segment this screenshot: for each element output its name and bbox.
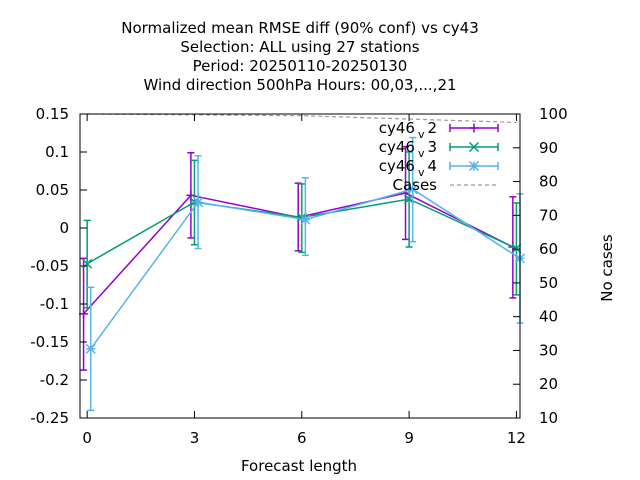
y2-tick-label: 100 (539, 105, 568, 123)
x-axis-label: Forecast length (241, 457, 357, 475)
point-marker-d2 (82, 258, 93, 269)
title-line-3: Period: 20250110-20250130 (193, 57, 408, 75)
plot-frame (79, 113, 521, 419)
y2-tick-label: 60 (539, 240, 558, 258)
title-line-2: Selection: ALL using 27 stations (180, 38, 419, 56)
axes-layer: -0.25-0.2-0.15-0.1-0.0500.050.10.1510203… (30, 105, 567, 447)
point-marker-d2 (407, 184, 418, 195)
point-marker-d2 (468, 141, 480, 153)
x-tick-label: 0 (82, 429, 92, 447)
y-tick-label: -0.1 (40, 295, 69, 313)
x-tick-label: 9 (404, 429, 414, 447)
point-marker-d2 (193, 197, 204, 208)
series-2 (82, 151, 522, 309)
x-tick-label: 6 (297, 429, 307, 447)
series-layer (79, 136, 526, 412)
y-tick-label: 0 (59, 219, 69, 237)
point-marker-d2 (468, 160, 480, 172)
y-tick-label: 0.05 (36, 181, 69, 199)
legend-label-tail: 3 (427, 138, 437, 156)
y2-tick-label: 20 (539, 375, 558, 393)
legend-label-main: Cases (392, 176, 437, 194)
y2-tick-label: 10 (539, 409, 558, 427)
legend-label: cy46 v 4 (379, 157, 437, 179)
series-1 (79, 145, 518, 371)
legend-label-sub: v (418, 166, 425, 179)
y2-tick-label: 50 (539, 274, 558, 292)
chart-title: Normalized mean RMSE diff (90% conf) vs … (121, 19, 479, 94)
legend-label: cy46 v 3 (379, 138, 437, 160)
y2-tick-label: 70 (539, 206, 558, 224)
legend-label-tail: 2 (427, 119, 437, 137)
y2-axis-label: No cases (598, 234, 616, 302)
y2-tick-label: 40 (539, 308, 558, 326)
title-line-4: Wind direction 500hPa Hours: 00,03,...,2… (143, 76, 456, 94)
y2-tick-label: 90 (539, 139, 558, 157)
y2-tick-label: 80 (539, 173, 558, 191)
legend-label-main: cy46 (379, 119, 415, 137)
y-tick-label: 0.15 (36, 105, 69, 123)
title-line-1: Normalized mean RMSE diff (90% conf) vs … (121, 19, 479, 37)
series-3 (85, 136, 526, 412)
legend-label-tail: 4 (427, 157, 437, 175)
y-tick-label: -0.2 (40, 371, 69, 389)
legend-label: Cases (392, 176, 437, 194)
legend-label-sub: v (418, 128, 425, 141)
y2-tick-label: 30 (539, 341, 558, 359)
y-tick-label: 0.1 (45, 143, 69, 161)
x-tick-label: 12 (507, 429, 526, 447)
legend-label-main: cy46 (379, 157, 415, 175)
legend-label: cy46 v 2 (379, 119, 437, 141)
y-tick-label: -0.15 (30, 333, 69, 351)
y-tick-label: -0.25 (30, 409, 69, 427)
point-marker-d2 (85, 343, 96, 354)
y-tick-label: -0.05 (30, 257, 69, 275)
legend-label-sub: v (418, 147, 425, 160)
legend-label-main: cy46 (379, 138, 415, 156)
point-marker-d2 (300, 214, 311, 225)
x-tick-label: 3 (190, 429, 200, 447)
